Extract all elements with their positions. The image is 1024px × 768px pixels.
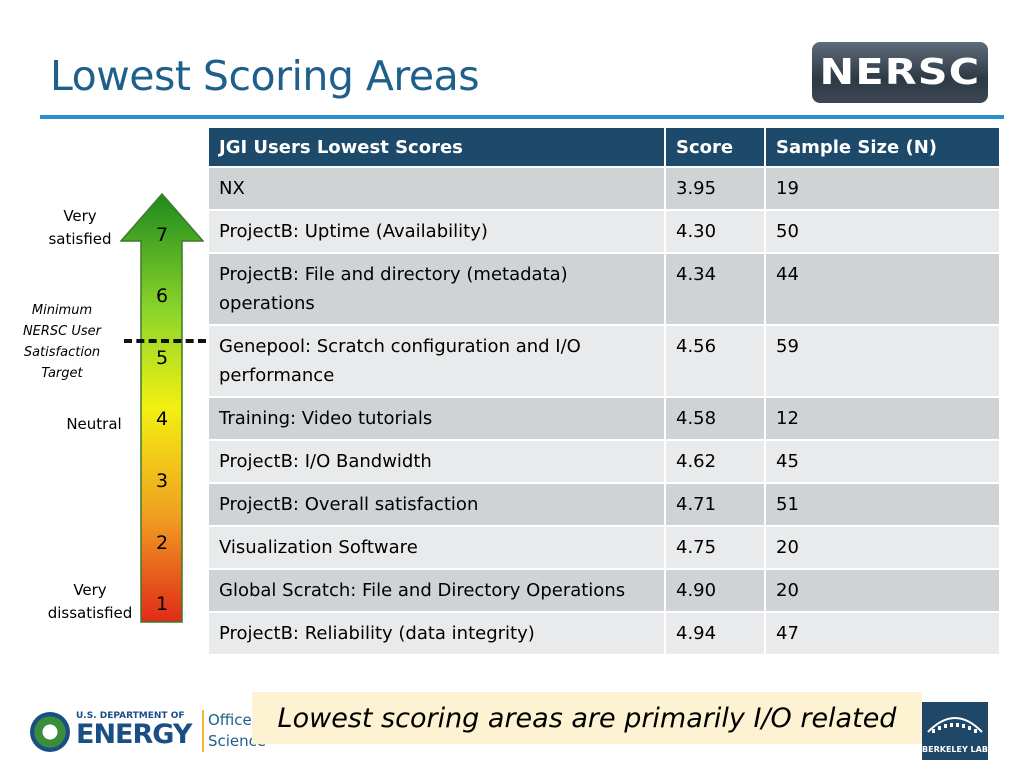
cell-sample-size: 20 — [766, 527, 999, 568]
cell-area: ProjectB: Reliability (data integrity) — [209, 613, 664, 654]
scale-4: 4 — [155, 408, 169, 430]
cell-sample-size: 51 — [766, 484, 999, 525]
cell-area: ProjectB: I/O Bandwidth — [209, 441, 664, 482]
header-sample-size: Sample Size (N) — [766, 128, 999, 166]
cell-area: Genepool: Scratch configuration and I/O … — [209, 326, 664, 396]
cell-score: 4.90 — [666, 570, 764, 611]
table-row: NX 3.95 19 — [209, 168, 999, 209]
cell-area: Training: Video tutorials — [209, 398, 664, 439]
lowest-scores-table: JGI Users Lowest Scores Score Sample Siz… — [207, 126, 1001, 656]
table-header-row: JGI Users Lowest Scores Score Sample Siz… — [209, 128, 999, 166]
table-row: Global Scratch: File and Directory Opera… — [209, 570, 999, 611]
header-score: Score — [666, 128, 764, 166]
berkeley-lab-logo: BERKELEY LAB — [922, 702, 988, 760]
header-area: JGI Users Lowest Scores — [209, 128, 664, 166]
doe-office-line2: Science — [208, 732, 267, 750]
table-row: Training: Video tutorials 4.58 12 — [209, 398, 999, 439]
cell-sample-size: 45 — [766, 441, 999, 482]
minimum-target-line — [124, 339, 206, 343]
scale-3: 3 — [155, 470, 169, 492]
label-minimum-target: Minimum NERSC User Satisfaction Target — [22, 303, 102, 381]
table-row: ProjectB: Overall satisfaction 4.71 51 — [209, 484, 999, 525]
scale-7: 7 — [155, 224, 169, 246]
table-row: Genepool: Scratch configuration and I/O … — [209, 326, 999, 396]
scale-1: 1 — [155, 593, 169, 615]
cell-score: 4.75 — [666, 527, 764, 568]
cell-area: NX — [209, 168, 664, 209]
cell-score: 4.62 — [666, 441, 764, 482]
label-neutral: Neutral — [66, 415, 122, 433]
cell-area: ProjectB: Uptime (Availability) — [209, 211, 664, 252]
cell-score: 4.94 — [666, 613, 764, 654]
slide-title: Lowest Scoring Areas — [50, 52, 480, 100]
table-row: Visualization Software 4.75 20 — [209, 527, 999, 568]
table-row: ProjectB: Reliability (data integrity) 4… — [209, 613, 999, 654]
cell-score: 4.34 — [666, 254, 764, 324]
berkeley-building-icon — [927, 717, 983, 733]
scale-2: 2 — [155, 532, 169, 554]
table-row: ProjectB: I/O Bandwidth 4.62 45 — [209, 441, 999, 482]
cell-score: 3.95 — [666, 168, 764, 209]
cell-sample-size: 19 — [766, 168, 999, 209]
berkeley-lab-text: BERKELEY LAB — [922, 745, 988, 754]
label-very-satisfied: Very satisfied — [48, 207, 112, 248]
scale-5: 5 — [155, 347, 169, 369]
cell-area: Global Scratch: File and Directory Opera… — [209, 570, 664, 611]
scale-6: 6 — [155, 285, 169, 307]
nersc-logo-text: NERSC — [819, 52, 981, 93]
doe-logo-divider — [202, 710, 204, 752]
doe-logo-line1: U.S. DEPARTMENT OF — [76, 711, 185, 721]
cell-sample-size: 59 — [766, 326, 999, 396]
cell-sample-size: 47 — [766, 613, 999, 654]
doe-logo: U.S. DEPARTMENT OF ENERGY Office of Scie… — [30, 706, 280, 756]
cell-sample-size: 44 — [766, 254, 999, 324]
cell-score: 4.58 — [666, 398, 764, 439]
satisfaction-arrow — [120, 193, 204, 623]
cell-score: 4.56 — [666, 326, 764, 396]
summary-callout: Lowest scoring areas are primarily I/O r… — [252, 692, 922, 744]
nersc-logo: NERSC — [812, 42, 988, 103]
doe-logo-line2: ENERGY — [76, 719, 192, 750]
cell-score: 4.30 — [666, 211, 764, 252]
cell-sample-size: 20 — [766, 570, 999, 611]
table-row: ProjectB: File and directory (metadata) … — [209, 254, 999, 324]
cell-area: Visualization Software — [209, 527, 664, 568]
cell-area: ProjectB: File and directory (metadata) … — [209, 254, 664, 324]
doe-seal-icon — [30, 712, 70, 752]
arrow-shape — [120, 193, 204, 623]
cell-sample-size: 12 — [766, 398, 999, 439]
cell-sample-size: 50 — [766, 211, 999, 252]
cell-area: ProjectB: Overall satisfaction — [209, 484, 664, 525]
label-very-dissatisfied: Very dissatisfied — [47, 581, 133, 622]
title-divider — [40, 115, 1004, 119]
table-row: ProjectB: Uptime (Availability) 4.30 50 — [209, 211, 999, 252]
cell-score: 4.71 — [666, 484, 764, 525]
